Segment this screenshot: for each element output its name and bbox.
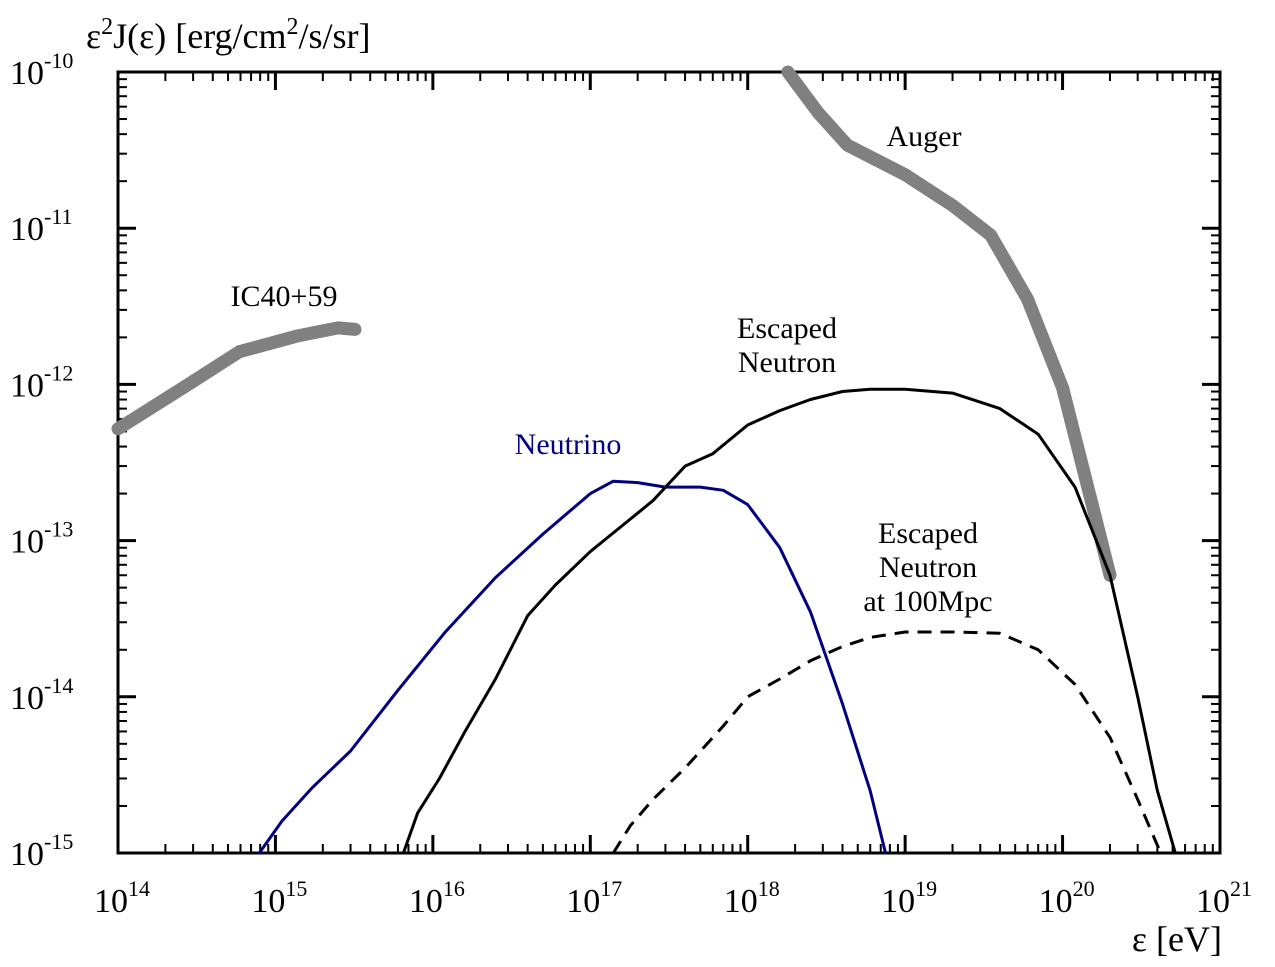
y-tick-label: 10-10 xyxy=(10,48,73,92)
series-ic40-59 xyxy=(111,321,362,436)
series-escaped-neutron xyxy=(401,387,1177,855)
major-ticks xyxy=(116,70,1222,855)
x-axis-label: ε [eV] xyxy=(1132,919,1222,959)
label-ic: IC40+59 xyxy=(231,280,338,313)
x-tick-label: 1017 xyxy=(566,876,622,920)
x-tick-label: 1014 xyxy=(94,876,150,920)
x-tick-label: 1020 xyxy=(1039,876,1095,920)
series-layer xyxy=(111,65,1177,855)
x-tick-label: 1021 xyxy=(1196,876,1252,920)
series-escaped-neutron-at-100mpc xyxy=(612,630,1163,854)
y-tick-labels: 10-10 10-11 10-12 10-13 10-14 10-15 xyxy=(10,48,73,873)
x-tick-label: 1018 xyxy=(724,876,780,920)
series-neutrino xyxy=(257,479,887,855)
y-axis-label: ε2J(ε) [erg/cm2/s/sr] xyxy=(86,14,371,56)
x-tick-label: 1016 xyxy=(409,876,465,920)
minor-ticks xyxy=(118,72,1220,853)
label-auger: Auger xyxy=(887,120,962,153)
y-tick-label: 10-12 xyxy=(10,360,73,404)
plot-frame xyxy=(116,70,1222,855)
label-neutron100: Escaped Neutron at 100Mpc xyxy=(863,517,992,618)
annotation-layer: IC40+59 Auger Neutrino Escaped Neutron Escape… xyxy=(231,120,993,618)
series-auger xyxy=(781,65,1117,582)
y-tick-label: 10-13 xyxy=(10,517,73,561)
x-tick-label: 1015 xyxy=(251,876,307,920)
x-tick-label: 1019 xyxy=(881,876,937,920)
y-tick-label: 10-15 xyxy=(10,829,73,873)
y-tick-label: 10-11 xyxy=(10,204,73,248)
x-tick-labels: 1014 1015 1016 1017 1018 1019 1020 1021 xyxy=(94,876,1252,920)
label-neutrino: Neutrino xyxy=(515,428,622,461)
label-neutron: Escaped Neutron xyxy=(737,312,837,379)
y-tick-label: 10-14 xyxy=(10,673,73,717)
